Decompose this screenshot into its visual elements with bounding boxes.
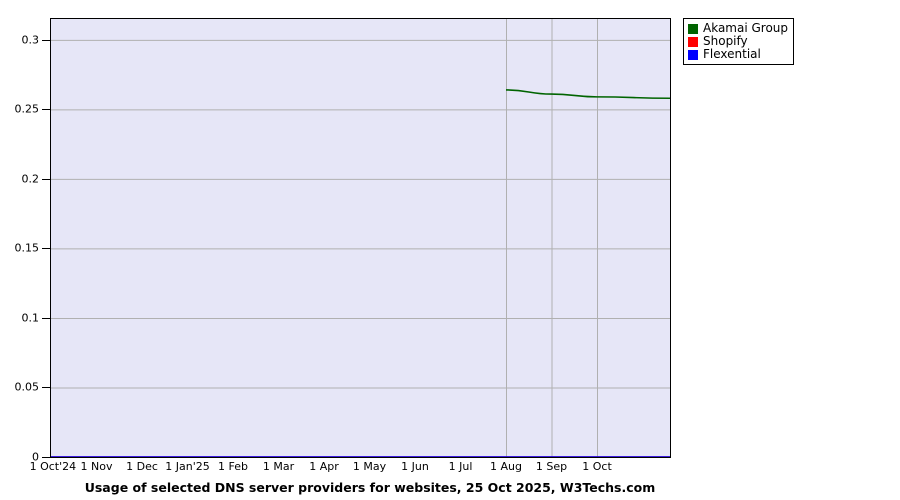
y-tick-mark <box>42 39 50 41</box>
plot-area <box>50 18 671 458</box>
x-axis: 1 Oct'24 1 Nov 1 Dec 1 Jan'25 1 Feb 1 Mar 1 Ap… <box>0 461 900 477</box>
chart-caption: Usage of selected DNS server providers f… <box>84 480 656 495</box>
horizontal-gridlines <box>51 39 670 389</box>
y-tick-label: 0.3 <box>21 33 40 47</box>
legend-item-label: Shopify <box>703 34 748 48</box>
x-tick-label: 1 May <box>352 460 387 473</box>
y-tick-label: 0.15 <box>14 241 40 255</box>
x-tick-label: 1 Oct'24 <box>29 460 77 473</box>
y-tick-mark <box>42 109 50 111</box>
x-tick-label: 1 Sep <box>535 460 568 473</box>
x-tick-label: 1 Jun <box>401 460 429 473</box>
legend-item[interactable]: Akamai Group <box>688 22 788 35</box>
y-tick-label: 0.1 <box>21 311 40 325</box>
x-tick-label: 1 Mar <box>262 460 295 473</box>
legend-item-label: Akamai Group <box>703 21 789 35</box>
x-tick-label: 1 Aug <box>490 460 522 473</box>
x-tick-label: 1 Oct <box>582 460 612 473</box>
x-tick-label: 1 Nov <box>80 460 113 473</box>
series-lines <box>51 89 670 457</box>
legend-swatch-icon <box>688 36 698 47</box>
y-tick-label: 0.05 <box>14 380 40 394</box>
plot-svg <box>51 19 670 457</box>
y-tick-label: 0.2 <box>21 172 40 186</box>
series-line-akamai-group <box>505 89 670 100</box>
y-tick-mark <box>42 178 50 180</box>
y-tick-label: 0.25 <box>14 102 40 116</box>
x-tick-label: 1 Jul <box>448 460 473 473</box>
x-tick-label: 1 Dec <box>126 460 158 473</box>
y-tick-mark <box>42 387 50 389</box>
legend-item[interactable]: Shopify <box>688 35 788 48</box>
y-tick-label: 0 <box>32 450 39 464</box>
y-axis: 0 0.05 0.1 0.15 0.2 0.25 0.3 <box>0 0 50 500</box>
y-tick-mark <box>42 317 50 319</box>
x-tick-label: 1 Apr <box>309 460 339 473</box>
y-tick-mark <box>42 457 50 458</box>
x-tick-label: 1 Feb <box>218 460 248 473</box>
legend-item[interactable]: Flexential <box>688 48 788 61</box>
y-tick-mark <box>42 248 50 250</box>
legend-swatch-icon <box>688 49 698 60</box>
legend-swatch-icon <box>688 23 698 34</box>
legend-item-label: Flexential <box>703 47 761 61</box>
legend: Akamai Group Shopify Flexential <box>683 18 795 65</box>
vertical-gridlines <box>506 19 598 457</box>
x-tick-label: 1 Jan'25 <box>165 460 210 473</box>
